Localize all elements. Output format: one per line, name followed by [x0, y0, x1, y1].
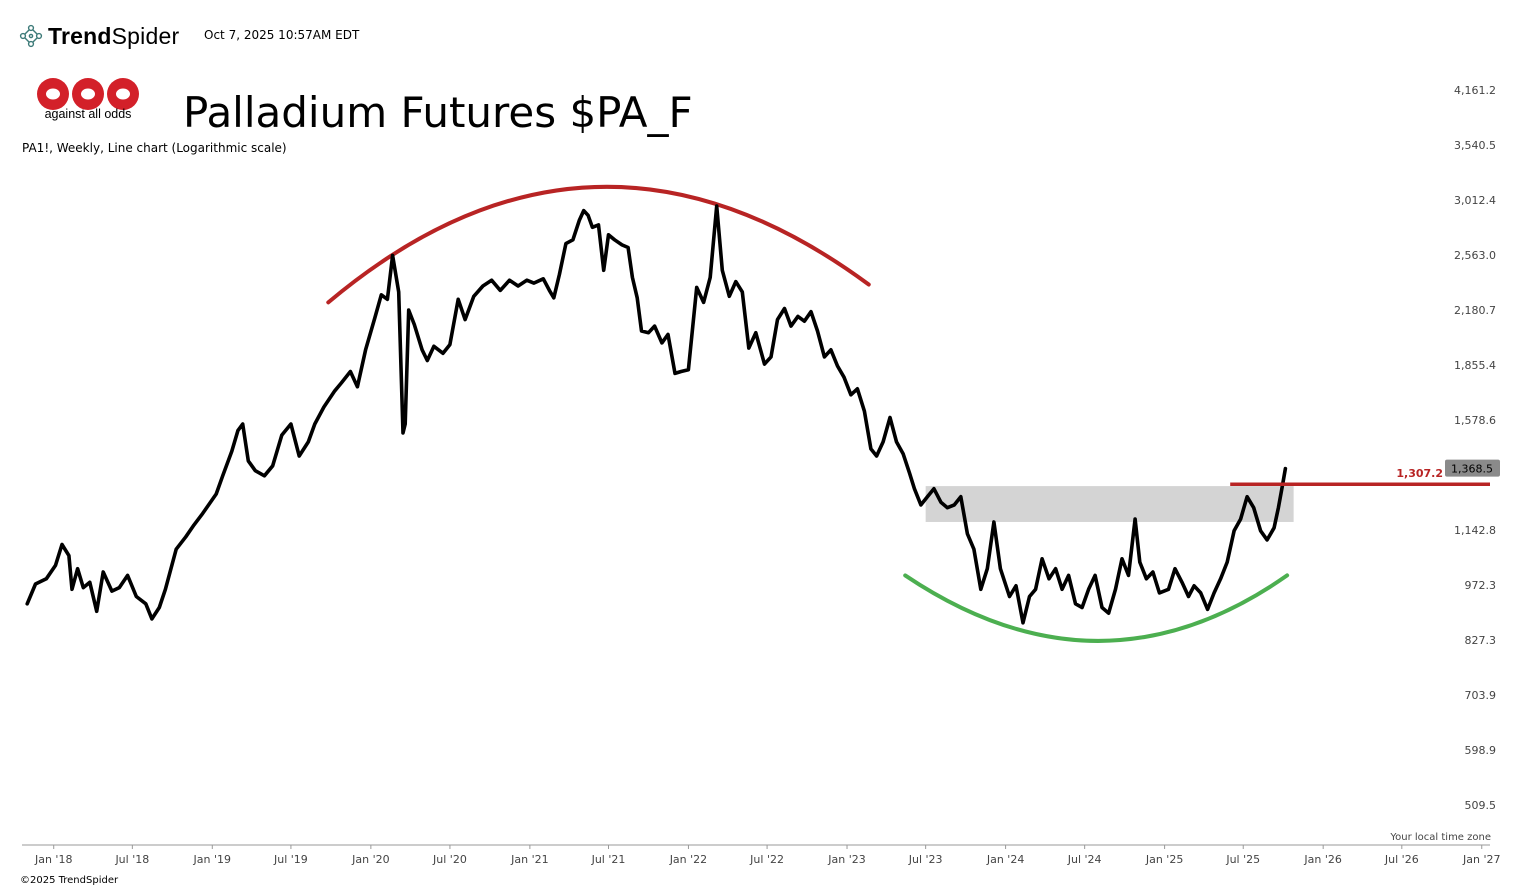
x-tick-label: Jan '18	[34, 853, 72, 866]
consolidation-zone	[925, 486, 1294, 522]
last-price-badge	[1445, 459, 1500, 477]
chart-subtitle: PA1!, Weekly, Line chart (Logarithmic sc…	[22, 141, 287, 155]
x-tick-label: Jan '21	[510, 853, 548, 866]
against-all-odds-logo	[37, 78, 139, 110]
price-line[interactable]	[25, 204, 1288, 625]
x-tick-label: Jan '22	[669, 853, 707, 866]
y-tick-label: 509.5	[1465, 799, 1497, 812]
rounding-bottom-arc	[903, 573, 1290, 643]
x-tick-label: Jan '23	[827, 853, 865, 866]
y-tick-label: 4,161.2	[1454, 84, 1496, 97]
rounding-top-arc	[326, 184, 871, 305]
y-tick-label: 1,855.4	[1454, 359, 1496, 372]
y-tick-label: 972.3	[1465, 579, 1497, 592]
x-tick-label: Jan '27	[1462, 853, 1500, 866]
x-tick-label: Jul '21	[591, 853, 626, 866]
x-tick-label: Jul '20	[432, 853, 467, 866]
copyright: ©2025 TrendSpider	[20, 875, 119, 886]
last-price-label: 1,368.5	[1451, 463, 1493, 476]
y-tick-label: 3,012.4	[1454, 194, 1496, 207]
x-tick-label: Jan '26	[1303, 853, 1341, 866]
x-tick-label: Jan '19	[193, 853, 231, 866]
x-tick-label: Jul '24	[1067, 853, 1102, 866]
y-tick-label: 2,180.7	[1454, 304, 1496, 317]
x-tick-label: Jul '25	[1225, 853, 1260, 866]
x-tick-label: Jan '25	[1145, 853, 1183, 866]
x-tick-label: Jul '19	[273, 853, 308, 866]
brand-name: TrendSpider	[48, 22, 180, 49]
x-tick-label: Jul '18	[114, 853, 149, 866]
trendspider-logo-icon	[19, 24, 43, 48]
logo-text: against all odds	[44, 107, 132, 121]
x-tick-label: Jul '26	[1384, 853, 1419, 866]
y-tick-label: 1,578.6	[1454, 414, 1496, 427]
x-tick-label: Jul '23	[908, 853, 943, 866]
x-tick-label: Jul '22	[749, 853, 784, 866]
y-tick-label: 3,540.5	[1454, 139, 1496, 152]
x-tick-label: Jan '20	[351, 853, 389, 866]
trendspider-brand: TrendSpider	[18, 22, 179, 50]
timestamp: Oct 7, 2025 10:57AM EDT	[204, 28, 360, 42]
y-tick-label: 827.3	[1465, 634, 1497, 647]
y-tick-label: 703.9	[1465, 689, 1497, 702]
timezone-label: Your local time zone	[1390, 832, 1491, 843]
y-tick-label: 1,142.8	[1454, 524, 1496, 537]
y-tick-label: 598.9	[1465, 744, 1497, 757]
y-tick-label: 2,563.0	[1454, 249, 1496, 262]
resistance-label: 1,307.2	[1396, 467, 1443, 480]
x-tick-label: Jan '24	[986, 853, 1024, 866]
chart-title: Palladium Futures $PA_F	[183, 88, 693, 137]
